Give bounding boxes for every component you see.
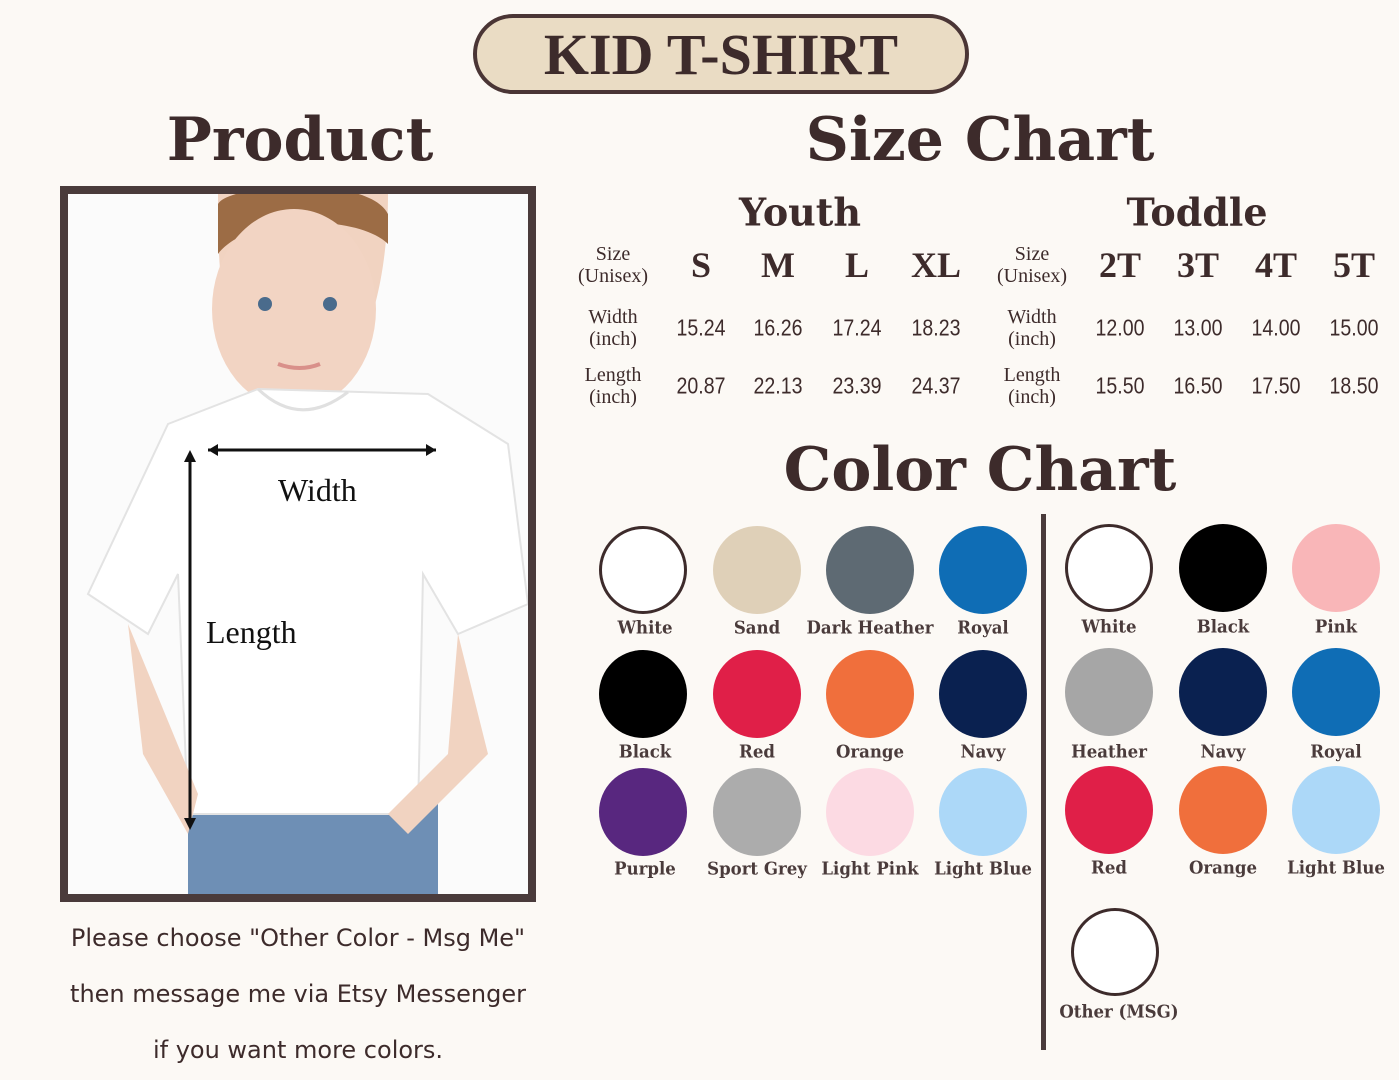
size-group-heading: Youth xyxy=(739,189,861,235)
color-label: Purple xyxy=(614,858,676,880)
color-swatch xyxy=(826,526,914,614)
color-label: Orange xyxy=(1188,857,1258,879)
size-header: S xyxy=(690,245,712,285)
note-line: then message me via Etsy Messenger xyxy=(70,980,526,1008)
size-header: XL xyxy=(910,245,962,285)
width-value: 15.24 xyxy=(676,314,726,341)
length-value: 24.37 xyxy=(911,372,961,399)
color-label: Pink xyxy=(1314,616,1358,638)
color-swatch xyxy=(1179,648,1267,736)
color-swatch xyxy=(1292,766,1380,854)
color-swatch xyxy=(713,526,801,614)
row-label: Width (inch) xyxy=(1007,306,1057,350)
length-value: 16.50 xyxy=(1173,372,1223,399)
length-value: 23.39 xyxy=(832,372,882,399)
color-label: Sand xyxy=(733,617,781,639)
length-value: 20.87 xyxy=(676,372,726,399)
color-label: Black xyxy=(618,741,672,763)
length-measure-label: Length xyxy=(206,614,297,650)
color-label: Orange xyxy=(835,741,905,763)
size-header: L xyxy=(844,245,870,285)
color-swatch xyxy=(826,768,914,856)
color-swatch xyxy=(1292,524,1380,612)
size-chart-heading: Size Chart xyxy=(805,105,1155,175)
color-swatch xyxy=(826,650,914,738)
size-group-heading: Toddle xyxy=(1126,189,1268,235)
width-value: 17.24 xyxy=(832,314,882,341)
width-value: 18.23 xyxy=(911,314,961,341)
color-label: Black xyxy=(1196,616,1250,638)
color-swatch xyxy=(713,650,801,738)
color-swatch xyxy=(939,650,1027,738)
kid-tshirt-illustration xyxy=(68,194,528,894)
color-label: White xyxy=(617,617,673,639)
title: KID T-SHIRT xyxy=(543,21,899,87)
color-label: Navy xyxy=(1200,741,1246,763)
color-swatch xyxy=(939,526,1027,614)
length-value: 17.50 xyxy=(1251,372,1301,399)
width-value: 12.00 xyxy=(1095,314,1145,341)
color-swatch xyxy=(599,526,687,614)
color-label: Light Blue xyxy=(1287,857,1385,879)
row-label: Size (Unisex) xyxy=(997,243,1067,287)
color-label: Heather xyxy=(1071,741,1147,763)
width-value: 13.00 xyxy=(1173,314,1223,341)
width-value: 14.00 xyxy=(1251,314,1301,341)
row-label: Length (inch) xyxy=(1003,364,1061,408)
title-banner: KID T-SHIRT xyxy=(473,14,969,94)
color-swatch xyxy=(1065,648,1153,736)
size-header: 4T xyxy=(1254,245,1298,285)
color-label: Red xyxy=(739,741,775,763)
width-value: 16.26 xyxy=(753,314,803,341)
length-value: 18.50 xyxy=(1329,372,1379,399)
color-swatch xyxy=(1292,648,1380,736)
row-label: Width (inch) xyxy=(588,306,638,350)
color-label: Dark Heather xyxy=(806,617,934,639)
color-label: Royal xyxy=(957,617,1009,639)
color-swatch xyxy=(1179,524,1267,612)
size-header: 2T xyxy=(1098,245,1142,285)
size-header: 3T xyxy=(1176,245,1220,285)
color-swatch xyxy=(1179,766,1267,854)
divider xyxy=(1041,514,1046,1050)
note-line: if you want more colors. xyxy=(152,1036,444,1064)
length-value: 15.50 xyxy=(1095,372,1145,399)
color-label: Light Blue xyxy=(934,858,1032,880)
width-measure-label: Width xyxy=(278,472,357,508)
color-label: Red xyxy=(1091,857,1127,879)
color-label: Other (MSG) xyxy=(1059,1001,1179,1023)
row-label: Size (Unisex) xyxy=(578,243,648,287)
color-swatch xyxy=(1071,908,1159,996)
color-chart-heading: Color Chart xyxy=(783,435,1177,505)
color-label: White xyxy=(1081,616,1137,638)
color-swatch xyxy=(1065,524,1153,612)
color-label: Navy xyxy=(960,741,1006,763)
color-label: Sport Grey xyxy=(707,858,807,880)
color-swatch xyxy=(599,650,687,738)
color-swatch xyxy=(713,768,801,856)
width-value: 15.00 xyxy=(1329,314,1379,341)
color-label: Royal xyxy=(1310,741,1362,763)
color-swatch xyxy=(1065,766,1153,854)
size-header: M xyxy=(761,245,795,285)
color-swatch xyxy=(939,768,1027,856)
size-header: 5T xyxy=(1332,245,1376,285)
color-swatch xyxy=(599,768,687,856)
length-value: 22.13 xyxy=(753,372,803,399)
note-line: Please choose "Other Color - Msg Me" xyxy=(70,924,526,952)
product-heading: Product xyxy=(166,105,434,175)
product-photo: Width Length xyxy=(60,186,536,902)
row-label: Length (inch) xyxy=(584,364,642,408)
color-label: Light Pink xyxy=(821,858,919,880)
